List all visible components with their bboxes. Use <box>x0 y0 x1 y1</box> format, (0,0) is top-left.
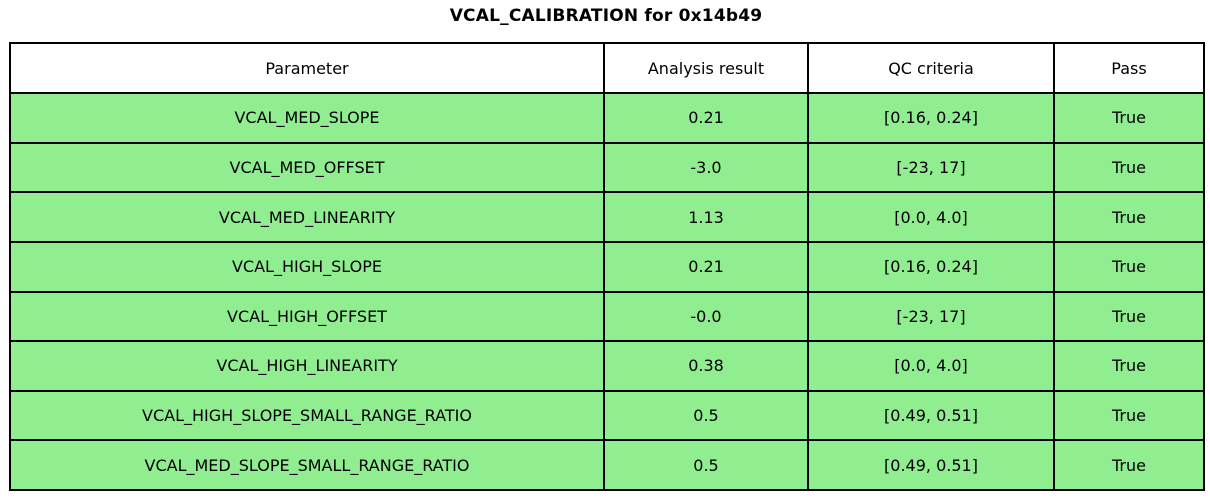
qc-criteria-cell: [0.0, 4.0] <box>807 340 1055 392</box>
analysis-result-cell: 0.38 <box>603 340 809 392</box>
qc-criteria-cell: [0.16, 0.24] <box>807 240 1055 293</box>
analysis-result-cell: 1.13 <box>603 191 809 243</box>
analysis-result-cell: -0.0 <box>603 290 809 343</box>
table-row: VCAL_HIGH_OFFSET -0.0 [-23, 17] True <box>9 290 1205 343</box>
pass-cell: True <box>1053 439 1205 491</box>
parameter-cell: VCAL_HIGH_SLOPE_SMALL_RANGE_RATIO <box>9 389 605 442</box>
parameter-cell: VCAL_MED_SLOPE_SMALL_RANGE_RATIO <box>9 439 605 491</box>
qc-criteria-cell: [0.0, 4.0] <box>807 191 1055 243</box>
parameter-cell: VCAL_HIGH_LINEARITY <box>9 340 605 392</box>
column-header-parameter: Parameter <box>9 42 605 94</box>
pass-cell: True <box>1053 340 1205 392</box>
figure-title: VCAL_CALIBRATION for 0x14b49 <box>449 6 763 26</box>
column-header-qc-criteria: QC criteria <box>807 42 1055 94</box>
pass-cell: True <box>1053 191 1205 243</box>
parameter-cell: VCAL_MED_LINEARITY <box>9 191 605 243</box>
table-row: VCAL_HIGH_SLOPE_SMALL_RANGE_RATIO 0.5 [0.4… <box>9 389 1205 442</box>
pass-cell: True <box>1053 240 1205 293</box>
qc-criteria-cell: [0.49, 0.51] <box>807 389 1055 442</box>
analysis-result-cell: -3.0 <box>603 141 809 194</box>
pass-cell: True <box>1053 92 1205 144</box>
column-header-pass: Pass <box>1053 42 1205 94</box>
pass-cell: True <box>1053 389 1205 442</box>
qc-criteria-cell: [0.16, 0.24] <box>807 92 1055 144</box>
table-row: VCAL_HIGH_LINEARITY 0.38 [0.0, 4.0] True <box>9 340 1205 392</box>
column-header-analysis-result: Analysis result <box>603 42 809 94</box>
analysis-result-cell: 0.5 <box>603 439 809 491</box>
table-row: VCAL_MED_LINEARITY 1.13 [0.0, 4.0] True <box>9 191 1205 243</box>
table-row: VCAL_MED_OFFSET -3.0 [-23, 17] True <box>9 141 1205 194</box>
qc-criteria-cell: [0.49, 0.51] <box>807 439 1055 491</box>
parameter-cell: VCAL_MED_SLOPE <box>9 92 605 144</box>
analysis-result-cell: 0.21 <box>603 240 809 293</box>
table-row: VCAL_MED_SLOPE 0.21 [0.16, 0.24] True <box>9 92 1205 144</box>
parameter-cell: VCAL_HIGH_SLOPE <box>9 240 605 293</box>
table-row: VCAL_HIGH_SLOPE 0.21 [0.16, 0.24] True <box>9 240 1205 293</box>
parameter-cell: VCAL_HIGH_OFFSET <box>9 290 605 343</box>
qc-criteria-cell: [-23, 17] <box>807 290 1055 343</box>
pass-cell: True <box>1053 290 1205 343</box>
qc-table: Parameter Analysis result QC criteria Pass … <box>9 42 1205 491</box>
analysis-result-cell: 0.21 <box>603 92 809 144</box>
qc-criteria-cell: [-23, 17] <box>807 141 1055 194</box>
pass-cell: True <box>1053 141 1205 194</box>
header-row: Parameter Analysis result QC criteria Pass <box>9 42 1205 94</box>
parameter-cell: VCAL_MED_OFFSET <box>9 141 605 194</box>
table-row: VCAL_MED_SLOPE_SMALL_RANGE_RATIO 0.5 [0.49… <box>9 439 1205 491</box>
analysis-result-cell: 0.5 <box>603 389 809 442</box>
